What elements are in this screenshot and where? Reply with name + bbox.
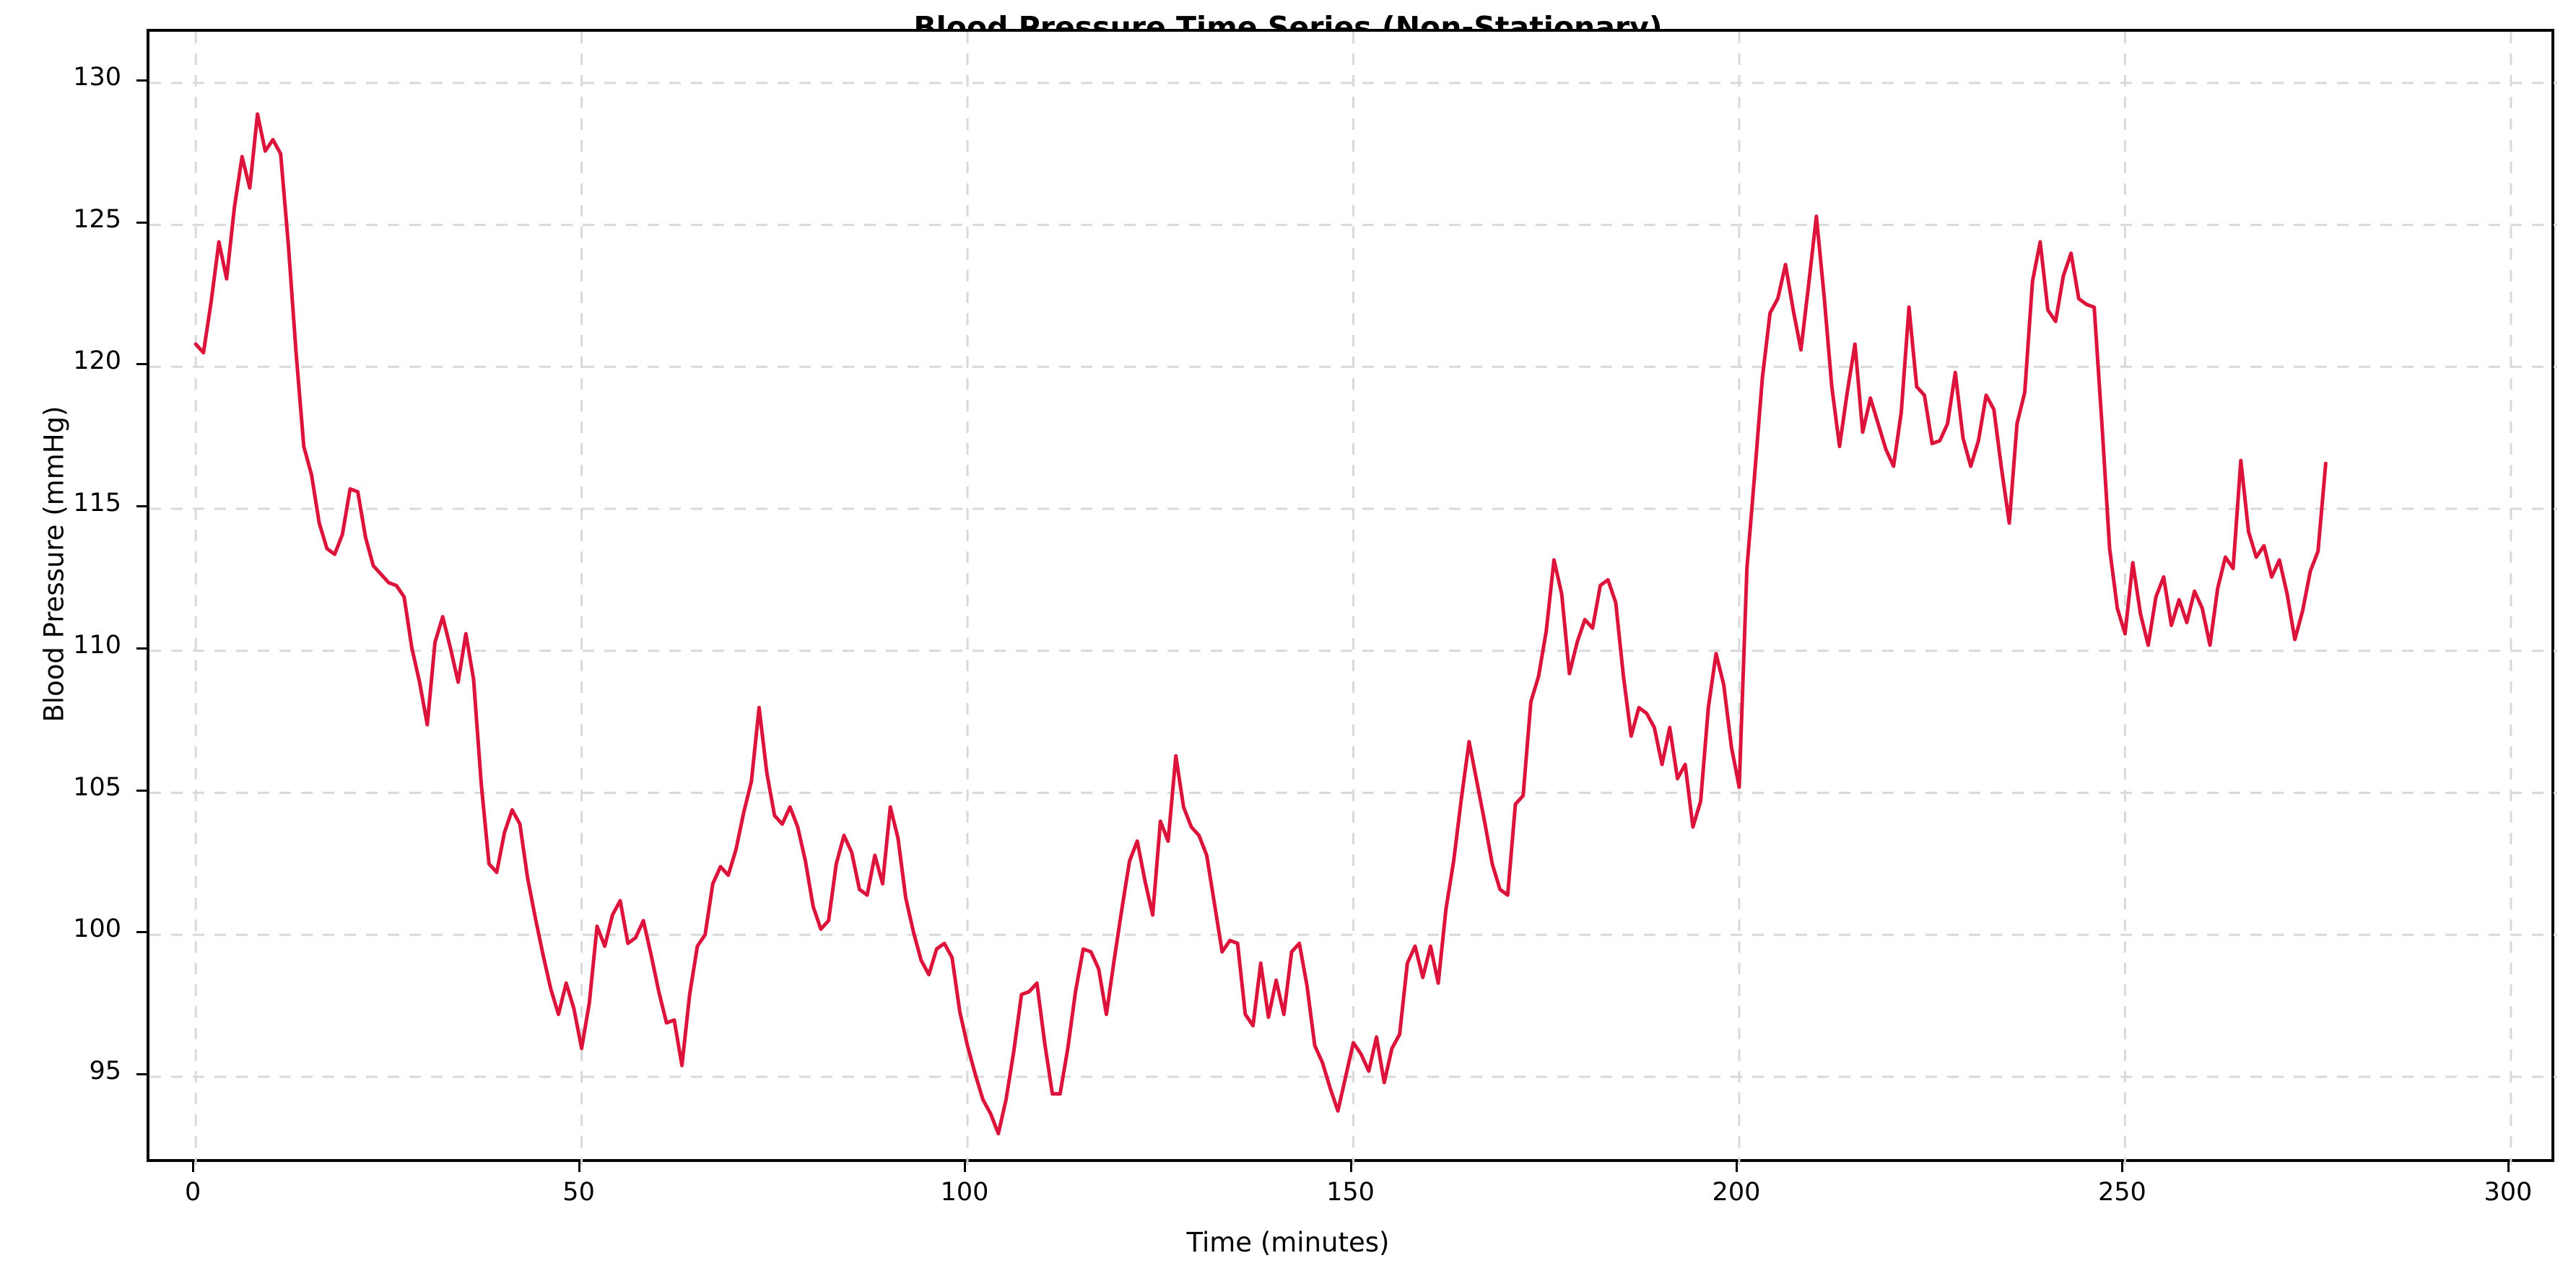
x-axis-label: Time (minutes) [1186,1227,1390,1258]
y-tick-mark [136,505,147,508]
x-tick-label: 50 [562,1178,595,1207]
y-tick-label: 105 [73,772,121,802]
x-tick-mark [2507,1162,2510,1172]
y-tick-label: 125 [73,204,121,234]
x-tick-label: 150 [1326,1178,1375,1207]
x-tick-mark [1735,1162,1738,1172]
x-tick-label: 100 [940,1178,989,1207]
x-tick-label: 250 [2098,1178,2146,1207]
y-tick-mark [136,789,147,792]
x-tick-mark [578,1162,580,1172]
x-tick-label: 300 [2484,1178,2533,1207]
blood-pressure-line [193,112,2328,1136]
y-tick-mark [136,221,147,224]
y-tick-mark [136,79,147,82]
y-tick-mark [136,647,147,650]
x-tick-mark [2121,1162,2124,1172]
y-tick-mark [136,363,147,366]
y-tick-mark [136,931,147,934]
x-tick-mark [1349,1162,1352,1172]
x-tick-mark [964,1162,967,1172]
plot-area [147,29,2557,1165]
y-tick-mark [136,1073,147,1076]
y-tick-label: 120 [73,346,121,376]
y-tick-label: 110 [73,630,121,660]
x-tick-label: 200 [1712,1178,1761,1207]
x-tick-label: 0 [184,1178,201,1207]
x-tick-mark [192,1162,195,1172]
gridlines [149,32,2557,1165]
y-tick-label: 100 [73,914,121,944]
y-tick-label: 95 [89,1057,121,1086]
y-tick-label: 130 [73,62,121,92]
y-axis-label: Blood Pressure (mmHg) [38,406,70,722]
y-tick-label: 115 [73,489,121,518]
plot-svg [149,32,2557,1165]
